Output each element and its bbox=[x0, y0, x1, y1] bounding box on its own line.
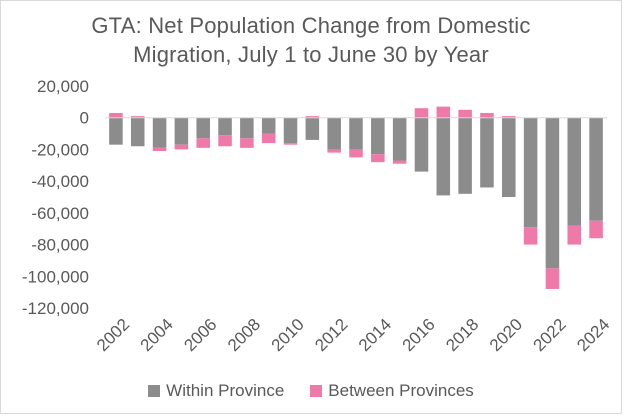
bar-within-province-2015 bbox=[392, 117, 407, 161]
x-tick-label: 2008 bbox=[224, 315, 264, 355]
bar-between-provinces-2023 bbox=[567, 225, 582, 245]
bar-within-province-2005 bbox=[174, 117, 189, 145]
y-tick-label: 0 bbox=[80, 109, 89, 128]
y-tick-label: -120,000 bbox=[22, 299, 89, 318]
bar-within-province-2023 bbox=[567, 117, 582, 226]
bar-between-provinces-2011 bbox=[305, 116, 320, 118]
bar-within-province-2010 bbox=[283, 117, 298, 144]
bar-within-province-2020 bbox=[502, 117, 516, 197]
bar-within-province-2004 bbox=[152, 117, 167, 148]
x-tick-label: 2010 bbox=[268, 315, 308, 355]
bar-between-provinces-2021 bbox=[523, 227, 538, 245]
y-tick-label: -40,000 bbox=[31, 172, 89, 191]
bar-between-provinces-2009 bbox=[261, 133, 276, 144]
bar-group bbox=[109, 106, 603, 289]
x-tick-label: 2016 bbox=[399, 315, 439, 355]
bar-between-provinces-2006 bbox=[196, 138, 210, 148]
bar-within-province-2002 bbox=[109, 117, 123, 145]
chart-title-line-2: Migration, July 1 to June 30 by Year bbox=[133, 42, 489, 67]
x-tick-label: 2014 bbox=[355, 315, 395, 355]
bar-within-province-2017 bbox=[436, 117, 451, 196]
bar-between-provinces-2016 bbox=[414, 108, 429, 118]
bar-within-province-2024 bbox=[589, 117, 603, 221]
bar-between-provinces-2012 bbox=[327, 149, 341, 153]
x-tick-label: 2004 bbox=[137, 315, 177, 355]
bar-between-provinces-2002 bbox=[109, 112, 123, 118]
bar-within-province-2014 bbox=[371, 117, 385, 155]
legend-swatch-within-province bbox=[148, 385, 161, 397]
bar-between-provinces-2017 bbox=[436, 106, 451, 118]
legend-item-within-province[interactable]: Within Province bbox=[148, 381, 284, 401]
y-tick-label: -20,000 bbox=[31, 140, 89, 159]
x-tick-label: 2022 bbox=[530, 315, 570, 355]
y-tick-label: -80,000 bbox=[31, 236, 89, 255]
bar-within-province-2012 bbox=[327, 117, 341, 150]
bar-within-province-2007 bbox=[218, 117, 232, 136]
x-tick-label: 2018 bbox=[442, 315, 482, 355]
x-tick-label: 2024 bbox=[573, 315, 613, 355]
legend-item-between-provinces[interactable]: Between Provinces bbox=[310, 381, 474, 401]
bar-between-provinces-2008 bbox=[240, 138, 254, 148]
bar-between-provinces-2020 bbox=[502, 116, 516, 118]
bar-within-province-2009 bbox=[261, 117, 276, 134]
bar-between-provinces-2015 bbox=[392, 160, 407, 164]
bar-between-provinces-2007 bbox=[218, 135, 232, 147]
bar-between-provinces-2019 bbox=[480, 112, 494, 118]
y-tick-label: 20,000 bbox=[37, 77, 89, 96]
bar-between-provinces-2010 bbox=[283, 143, 298, 145]
x-tick-label: 2006 bbox=[180, 315, 220, 355]
bar-within-province-2013 bbox=[349, 117, 363, 150]
bar-within-province-2021 bbox=[523, 117, 538, 228]
bar-within-province-2008 bbox=[240, 117, 254, 139]
bar-within-province-2011 bbox=[305, 117, 320, 140]
legend: Within Province Between Provinces bbox=[1, 381, 621, 401]
y-tick-label: -100,000 bbox=[22, 267, 89, 286]
bar-within-province-2016 bbox=[414, 117, 429, 172]
x-tick-label: 2020 bbox=[486, 315, 526, 355]
legend-label-within-province: Within Province bbox=[166, 381, 285, 400]
bar-between-provinces-2005 bbox=[174, 144, 189, 150]
bar-between-provinces-2014 bbox=[371, 154, 385, 163]
y-axis: 20,000 0 -20,000 -40,000 -60,000 -80,000 -100,… bbox=[22, 77, 89, 318]
bar-within-province-2003 bbox=[130, 117, 145, 147]
bar-between-provinces-2004 bbox=[152, 147, 167, 152]
x-tick-label: 2012 bbox=[311, 315, 351, 355]
bar-between-provinces-2024 bbox=[589, 220, 603, 239]
bar-between-provinces-2022 bbox=[545, 268, 560, 289]
chart-title-line-1: GTA: Net Population Change from Domestic bbox=[91, 13, 531, 38]
bar-between-provinces-2018 bbox=[458, 109, 472, 118]
chart-title: GTA: Net Population Change from Domestic… bbox=[1, 11, 621, 69]
legend-swatch-between-provinces bbox=[310, 385, 323, 397]
bar-within-province-2006 bbox=[196, 117, 210, 139]
legend-label-between-provinces: Between Provinces bbox=[328, 381, 474, 400]
y-tick-label: -60,000 bbox=[31, 204, 89, 223]
bar-within-province-2019 bbox=[480, 117, 494, 188]
bar-between-provinces-2003 bbox=[130, 116, 145, 118]
bar-within-province-2018 bbox=[458, 117, 472, 194]
bar-within-province-2022 bbox=[545, 117, 560, 269]
bar-between-provinces-2013 bbox=[349, 149, 363, 158]
x-tick-label: 2002 bbox=[93, 315, 133, 355]
